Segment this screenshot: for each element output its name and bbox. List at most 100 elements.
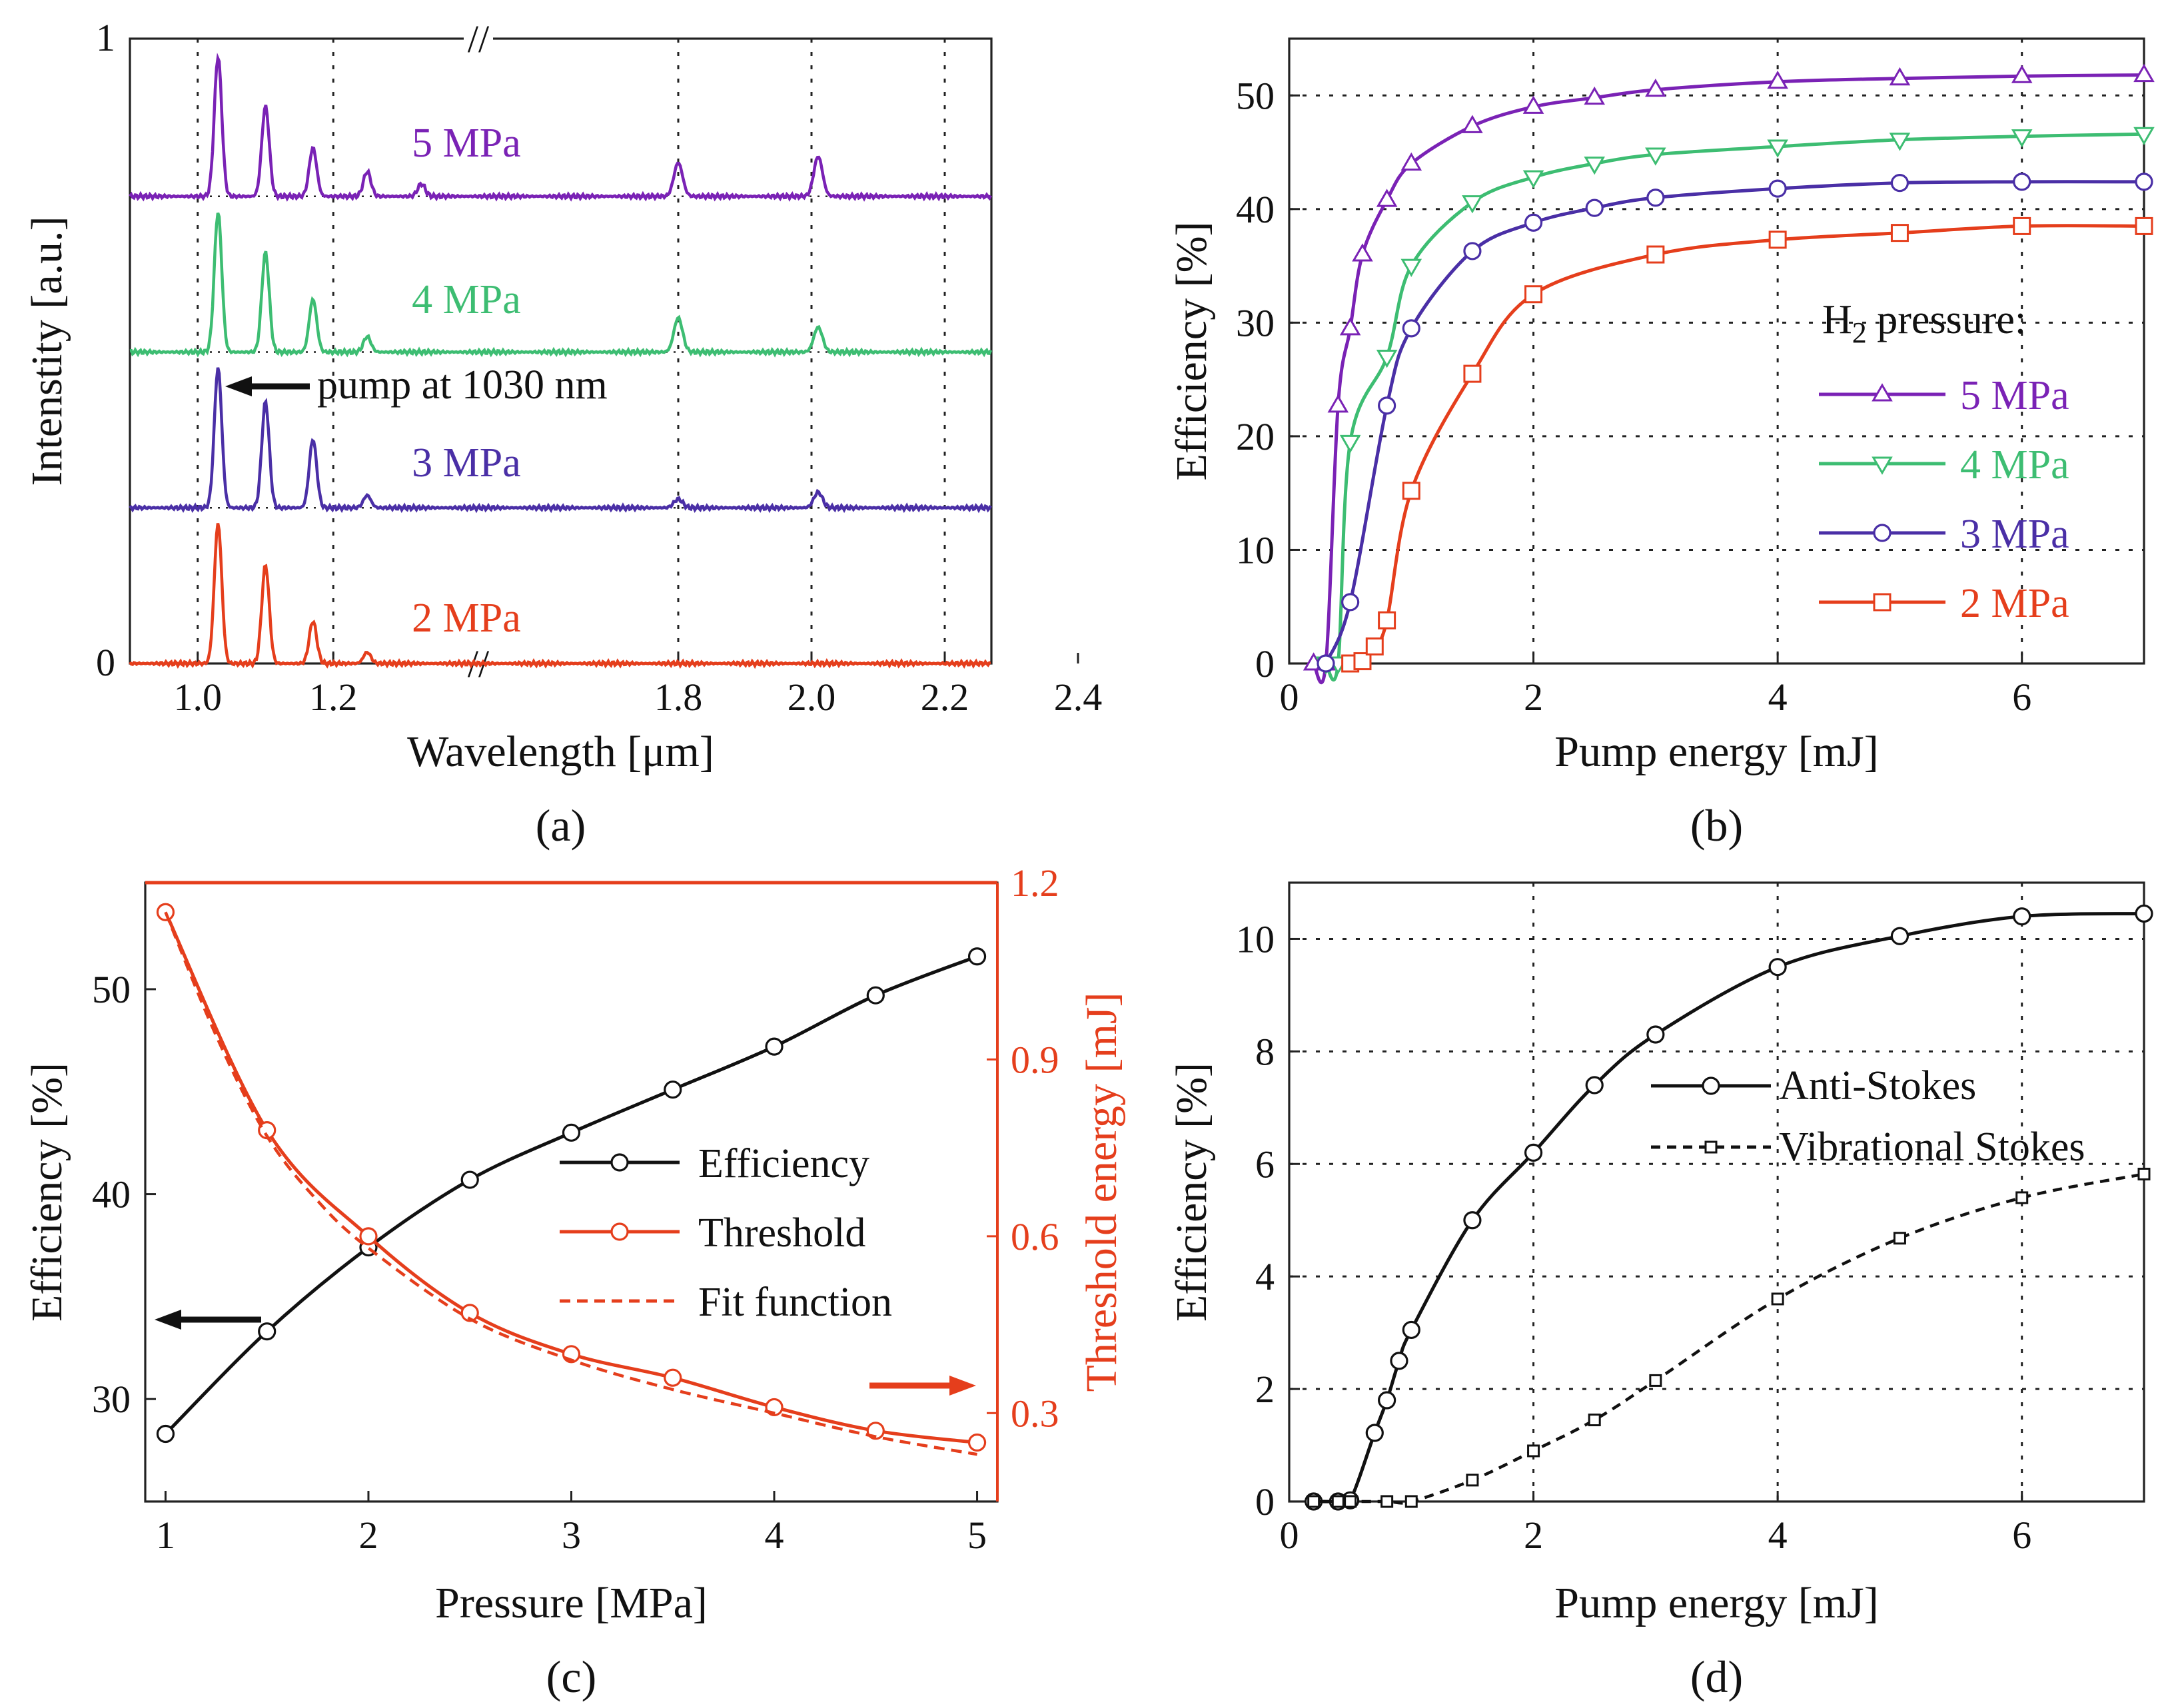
panel-c-right-arrow-head	[949, 1376, 976, 1396]
panel-b-legend-marker	[1872, 456, 1893, 475]
panel-a-xtick-label: 1.2	[309, 675, 358, 719]
panel-b-point	[2135, 173, 2153, 191]
panel-b-point	[1645, 147, 1666, 166]
panel-b-point	[1317, 654, 1335, 673]
panel-c-right-arrow	[869, 1376, 976, 1396]
panel-b-point	[1402, 319, 1420, 338]
panel-b-xtick-label: 6	[2012, 675, 2031, 719]
panel-b-point	[1365, 637, 1384, 655]
panel-b-legend-label: 5 MPa	[1960, 373, 2069, 418]
panel-b-point	[1400, 258, 1422, 277]
panel-d-ytick-label: 10	[1236, 917, 1275, 961]
panel-c-left-arrow-head	[155, 1310, 181, 1330]
panel-c-point	[664, 1080, 682, 1099]
panel-b-point	[1889, 133, 1911, 151]
panel-c-point	[562, 1123, 581, 1142]
panel-d-point	[1331, 1495, 1345, 1508]
panel-b-frame	[1288, 37, 2145, 665]
panel-c-left-arrow	[155, 1310, 261, 1330]
panel-b-point	[1890, 173, 1909, 193]
panel-b-point	[2133, 127, 2155, 146]
panel-c-legend-marker	[610, 1153, 629, 1172]
panel-b-point	[1376, 189, 1398, 207]
panel-b-point	[1376, 350, 1398, 368]
panel-a-xtick-label: 2.4	[1054, 675, 1103, 719]
panel-a-annotation: pump at 1030 nm	[317, 362, 608, 408]
panel-b-point	[1524, 285, 1543, 304]
panel-c-point	[156, 1424, 175, 1444]
panel-c-xtick-label: 1	[156, 1513, 175, 1557]
panel-b-point	[1462, 195, 1483, 214]
panel-a-series-label: 5 MPa	[412, 121, 521, 166]
panel-d-point	[1365, 1424, 1384, 1442]
panel-a-xlabel: Wavelength [μm]	[407, 727, 714, 776]
panel-c-xtick-label: 4	[765, 1513, 784, 1557]
panel-b-point	[1646, 189, 1665, 207]
panel-b-ytick-label: 30	[1236, 301, 1275, 344]
panel-c-caption: (c)	[546, 1651, 596, 1702]
panel-d-point	[1524, 1143, 1543, 1162]
panel-a-break-mask-top	[464, 32, 493, 48]
panel-b-xtick-label: 2	[1524, 675, 1543, 719]
panel-d-point	[1649, 1374, 1662, 1387]
panel-b-point	[1352, 243, 1373, 262]
panel-b-point	[2133, 63, 2155, 83]
panel-b-point	[1339, 317, 1361, 336]
panel-d-point	[1463, 1211, 1482, 1230]
panel-d-ytick-label: 2	[1255, 1368, 1275, 1411]
panel-b-legend-label: 2 MPa	[1960, 581, 2069, 626]
panel-b-legend-label: 4 MPa	[1960, 442, 2069, 488]
panel-c-ytick2-label: 0.3	[1011, 1392, 1059, 1435]
panel-d-ytick-label: 4	[1255, 1255, 1275, 1298]
panel-b-point	[1378, 396, 1396, 415]
panel-b-ytick-label: 20	[1236, 415, 1275, 458]
panel-a-xtick-label: 1.8	[654, 675, 703, 719]
panel-b-ylabel: Efficiency [%]	[1167, 221, 1216, 480]
panel-d-point	[1380, 1495, 1394, 1508]
panel-c-legend-label: Efficiency	[698, 1141, 869, 1186]
panel-a-series-label: 3 MPa	[412, 440, 521, 486]
panel-b-point	[2011, 65, 2033, 83]
panel-c-ytick2-label: 0.9	[1011, 1038, 1059, 1081]
panel-c-frame	[144, 881, 999, 1503]
panel-d-ytick-label: 6	[1255, 1142, 1275, 1186]
panel-b-point	[1889, 67, 1911, 86]
panel-c-legend-label: Threshold	[698, 1210, 865, 1256]
panel-d-point	[2137, 1167, 2151, 1180]
panel-c-point	[765, 1037, 784, 1056]
panel-d-legend-label: Vibrational Stokes	[1779, 1124, 2085, 1170]
panel-c-ytick-label: 50	[92, 968, 131, 1011]
panel-b-point	[1767, 71, 1788, 89]
panel-a-pump-arrow	[225, 376, 310, 396]
panel-d-point	[1344, 1495, 1357, 1508]
panel-d-point	[1890, 927, 1909, 945]
panel-b-point	[1463, 242, 1482, 260]
panel-d-point	[1771, 1292, 1784, 1306]
panel-a-ylabel: Intenstity [a.u.]	[23, 216, 71, 486]
panel-c-point	[967, 1433, 987, 1452]
panel-b-point	[2135, 216, 2153, 235]
panel-b-legend-marker	[1873, 524, 1892, 542]
panel-d-point	[2015, 1191, 2029, 1204]
panel-b-caption: (b)	[1690, 800, 1743, 851]
panel-b-ytick-label: 40	[1236, 188, 1275, 231]
panel-b-point	[1378, 611, 1396, 630]
panel-b-point	[2011, 129, 2033, 148]
panel-d-point	[1768, 958, 1787, 977]
panel-a-ytick-label: 1	[96, 16, 115, 59]
panel-d-xtick-label: 4	[1768, 1513, 1788, 1557]
panel-b-point	[1400, 152, 1422, 171]
panel-d-point	[1466, 1474, 1479, 1487]
panel-b-point	[1585, 199, 1604, 217]
panel-b-point	[1339, 434, 1361, 454]
panel-c-point	[664, 1368, 682, 1387]
panel-d-line-Anti-Stokes	[1313, 911, 2145, 1507]
panel-d-point	[1646, 1025, 1665, 1044]
panel-b-point	[2013, 173, 2031, 191]
panel-a-caption: (a)	[536, 800, 586, 851]
panel-d-ytick-label: 0	[1255, 1480, 1275, 1523]
panel-a-pump-arrow-head	[225, 376, 252, 396]
panel-c-point	[967, 947, 987, 966]
